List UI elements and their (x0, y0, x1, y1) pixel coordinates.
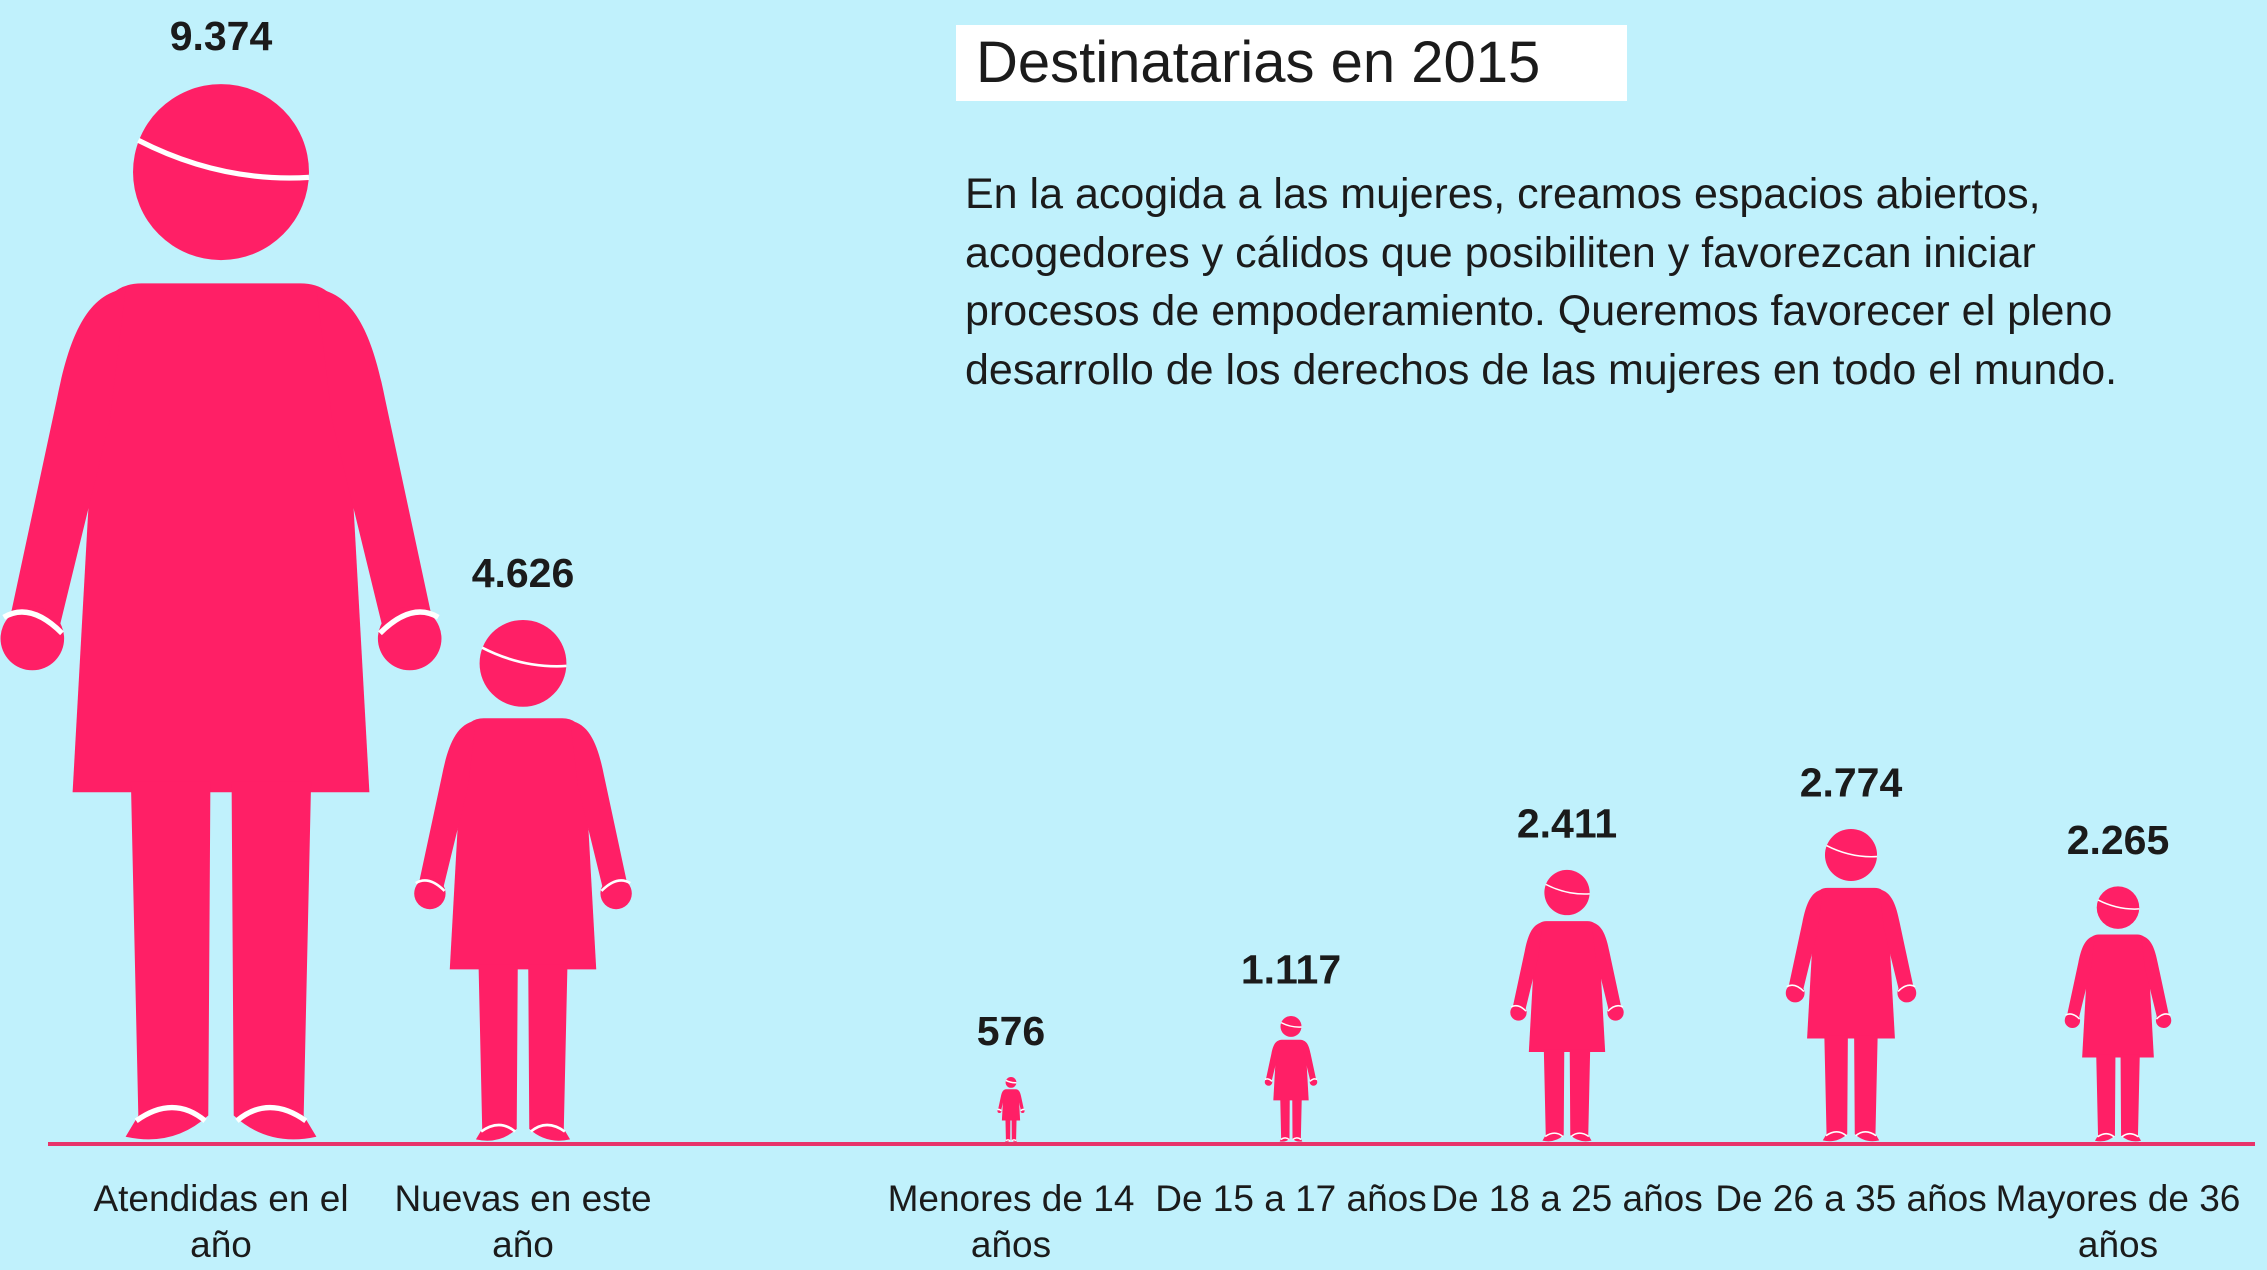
figure-part (2082, 934, 2154, 1058)
figure-part (2066, 935, 2095, 1021)
category-label: Menores de 14 años (887, 1178, 1135, 1265)
category-label: De 26 a 35 años (1715, 1178, 1987, 1219)
figure-part (1005, 1119, 1011, 1142)
figure-part (1006, 1080, 1016, 1082)
figure-part (2122, 1134, 2139, 1137)
woman-figure (997, 1077, 1024, 1142)
figure-part (2065, 1014, 2079, 1019)
woman-figure (2065, 886, 2172, 1141)
figure-part (570, 720, 628, 894)
figure-part (1006, 1140, 1010, 1141)
figure-part (380, 612, 438, 633)
value-label: 1.117 (1241, 947, 1341, 993)
figure-part (1011, 1119, 1017, 1142)
figure-part (1021, 1109, 1025, 1110)
figure-part (1545, 1133, 1563, 1136)
figure-part (1281, 1138, 1289, 1140)
figure-part (1265, 1040, 1280, 1083)
figure-part (8, 288, 126, 639)
figure-part (1265, 1079, 1272, 1082)
value-label: 2.774 (1800, 759, 1903, 805)
chart-title: Destinatarias en 2015 (976, 30, 1541, 95)
value-label: 9.374 (170, 13, 273, 59)
figure-part (237, 1108, 306, 1121)
woman-figure (414, 620, 632, 1141)
figure-part (1512, 922, 1543, 1013)
figure-part (1854, 1035, 1880, 1142)
figure-part (2098, 900, 2139, 909)
figure-part (138, 140, 309, 178)
figure-part (231, 781, 317, 1140)
figure-part (1822, 1035, 1848, 1142)
figure-part (1788, 889, 1823, 994)
description: En la acogida a las mujeres, creamos esp… (965, 170, 2118, 394)
figure-part (4, 612, 62, 633)
value-label: 4.626 (472, 550, 575, 596)
figure-part (1591, 922, 1622, 1013)
category-label: Atendidas en el año (93, 1178, 349, 1265)
category-label: De 18 a 25 años (1431, 1178, 1703, 1219)
figure-part (1787, 985, 1804, 991)
woman-figure (1, 84, 442, 1139)
figure-part (2141, 935, 2170, 1021)
figure-part (1826, 1132, 1846, 1136)
figure-part (136, 1108, 205, 1121)
figure-part (1511, 1006, 1526, 1011)
figure-part (601, 880, 630, 890)
figure-part (997, 1089, 1006, 1112)
figure-part (1879, 889, 1914, 994)
figure-part (1608, 1006, 1623, 1011)
figure-part (1898, 985, 1915, 991)
figure-part (482, 648, 566, 667)
figure-part (1302, 1040, 1317, 1083)
figure-part (416, 880, 445, 890)
figure-part (418, 720, 476, 894)
woman-figure (1265, 1016, 1318, 1142)
figure-part (531, 1125, 565, 1132)
figure-part (1569, 1049, 1592, 1142)
category-label: Mayores de 36 años (1995, 1178, 2241, 1265)
value-label: 2.265 (2067, 817, 2170, 863)
figure-part (1292, 1099, 1303, 1142)
figure-part (1273, 1039, 1309, 1101)
category-label: Nuevas en este año (394, 1178, 652, 1265)
figure-part (1293, 1138, 1301, 1140)
figure-part (1279, 1099, 1290, 1142)
figure-part (528, 964, 571, 1141)
figure-part (1856, 1132, 1876, 1136)
figure-part (1012, 1140, 1016, 1141)
title-box: Destinatarias en 2015 (956, 25, 1627, 101)
figure-part (1528, 921, 1606, 1053)
figure-part (449, 718, 597, 970)
category-label: De 15 a 17 años (1155, 1178, 1427, 1219)
figure-part (1571, 1133, 1589, 1136)
figure-part (2156, 1014, 2170, 1019)
woman-figure (1510, 870, 1623, 1141)
figure-part (1542, 1049, 1565, 1142)
figure-part (481, 1125, 515, 1132)
figure-part (72, 283, 370, 793)
figure-part (1827, 846, 1878, 857)
figure-part (2094, 1054, 2116, 1142)
figure-part (1546, 884, 1590, 894)
figure-part (316, 288, 433, 639)
figure-part (1310, 1079, 1317, 1082)
figure-part (1016, 1089, 1025, 1112)
figure-part (125, 781, 211, 1140)
figure-part (1807, 887, 1895, 1039)
figure-part (2098, 1134, 2115, 1137)
value-label: 576 (977, 1008, 1045, 1054)
figure-part (1001, 1089, 1021, 1121)
value-label: 2.411 (1517, 800, 1617, 846)
figure-part (998, 1109, 1002, 1110)
woman-figure (1786, 829, 1916, 1141)
figure-part (1281, 1023, 1301, 1027)
figure-part (475, 964, 518, 1141)
figure-part (2120, 1054, 2142, 1142)
